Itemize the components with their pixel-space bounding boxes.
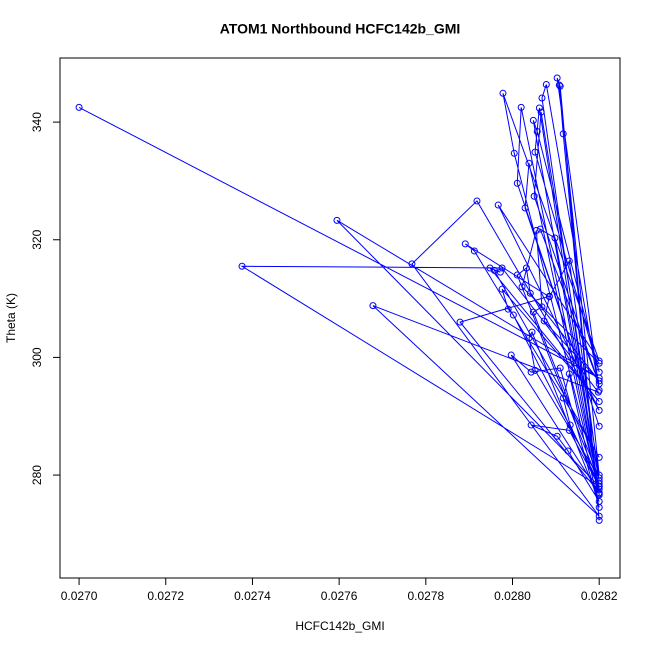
data-point <box>595 422 603 430</box>
data-point <box>456 318 464 326</box>
data-point <box>494 201 502 209</box>
data-point <box>529 308 537 316</box>
x-tick-label: 0.0276 <box>321 589 358 603</box>
data-point <box>525 159 533 167</box>
data-point <box>507 351 515 359</box>
x-tick-label: 0.0270 <box>61 589 98 603</box>
data-point <box>531 366 539 374</box>
data-point <box>238 262 246 270</box>
data-point <box>595 398 603 406</box>
data-point <box>595 406 603 414</box>
data-point <box>526 289 534 297</box>
data-point <box>461 240 469 248</box>
y-tick-label: 340 <box>30 112 44 132</box>
data-point <box>595 474 603 482</box>
x-tick-label: 0.0278 <box>407 589 444 603</box>
data-point <box>556 364 564 372</box>
data-point <box>496 268 504 276</box>
y-tick-label: 300 <box>30 347 44 367</box>
data-point <box>531 148 539 156</box>
data-point <box>470 247 478 255</box>
data-point <box>553 432 561 440</box>
data-point <box>595 368 603 376</box>
data-point <box>75 103 83 111</box>
data-point <box>473 197 481 205</box>
data-point <box>565 426 573 434</box>
data-point <box>565 370 573 378</box>
data-point <box>517 103 525 111</box>
x-tick-label: 0.0274 <box>234 589 271 603</box>
data-point <box>595 453 603 461</box>
data-point <box>551 234 559 242</box>
data-point <box>559 130 567 138</box>
data-point <box>530 192 538 200</box>
x-axis-label: HCFC142b_GMI <box>295 619 384 633</box>
data-point <box>498 285 506 293</box>
data-point <box>535 104 543 112</box>
data-point <box>553 74 561 82</box>
data-point <box>521 204 529 212</box>
plot-frame <box>59 57 621 579</box>
data-point <box>556 82 564 90</box>
data-point <box>564 447 572 455</box>
data-point <box>538 94 546 102</box>
data-point <box>595 359 603 367</box>
data-point <box>527 421 535 429</box>
data-point <box>529 116 537 124</box>
data-point <box>595 377 603 385</box>
data-point <box>542 80 550 88</box>
y-axis-label: Theta (K) <box>4 293 18 343</box>
data-point <box>513 271 521 279</box>
data-point <box>595 512 603 520</box>
x-tick-label: 0.0282 <box>581 589 618 603</box>
data-point <box>518 283 526 291</box>
data-point <box>538 303 546 311</box>
data-point <box>408 260 416 268</box>
data-point <box>595 516 603 524</box>
data-point <box>504 305 512 313</box>
data-point <box>565 257 573 265</box>
data-point <box>559 394 567 402</box>
data-point <box>595 380 603 388</box>
data-point <box>527 368 535 376</box>
chart-title: ATOM1 Northbound HCFC142b_GMI <box>220 21 461 37</box>
data-point <box>513 179 521 187</box>
data-point <box>533 128 541 136</box>
data-point <box>566 421 574 429</box>
data-point <box>498 264 506 272</box>
data-point <box>499 89 507 97</box>
y-tick-label: 320 <box>30 229 44 249</box>
data-point <box>333 216 341 224</box>
data-point <box>522 264 530 272</box>
data-point <box>510 149 518 157</box>
data-point <box>540 317 548 325</box>
data-point <box>528 328 536 336</box>
data-point <box>509 311 517 319</box>
data-point <box>486 264 494 272</box>
x-tick-label: 0.0280 <box>494 589 531 603</box>
data-point <box>525 334 533 342</box>
data-point <box>555 81 563 89</box>
data-point <box>536 225 544 233</box>
data-point <box>537 108 545 116</box>
data-point <box>369 302 377 310</box>
data-point <box>532 226 540 234</box>
data-point <box>595 483 603 491</box>
y-tick-label: 280 <box>30 465 44 485</box>
x-tick-label: 0.0272 <box>147 589 184 603</box>
data-point <box>595 357 603 365</box>
data-point <box>545 292 553 300</box>
data-point <box>595 498 603 506</box>
